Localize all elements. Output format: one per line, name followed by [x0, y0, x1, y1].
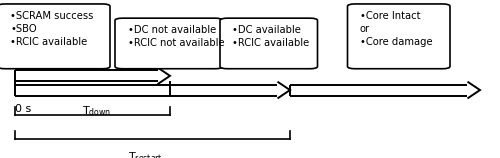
Text: •Core Intact
or
•Core damage: •Core Intact or •Core damage	[360, 11, 432, 47]
Text: T$_{\rm restart}$: T$_{\rm restart}$	[128, 150, 162, 158]
FancyBboxPatch shape	[0, 4, 110, 69]
Text: 0 s: 0 s	[15, 104, 31, 114]
FancyBboxPatch shape	[348, 4, 450, 69]
Text: T$_{\rm down}$: T$_{\rm down}$	[82, 104, 112, 118]
Text: •DC available
•RCIC available: •DC available •RCIC available	[232, 25, 310, 49]
Text: •DC not available
•RCIC not available: •DC not available •RCIC not available	[128, 25, 224, 49]
FancyBboxPatch shape	[220, 18, 318, 69]
Text: •SCRAM success
•SBO
•RCIC available: •SCRAM success •SBO •RCIC available	[10, 11, 94, 47]
FancyBboxPatch shape	[115, 18, 222, 69]
